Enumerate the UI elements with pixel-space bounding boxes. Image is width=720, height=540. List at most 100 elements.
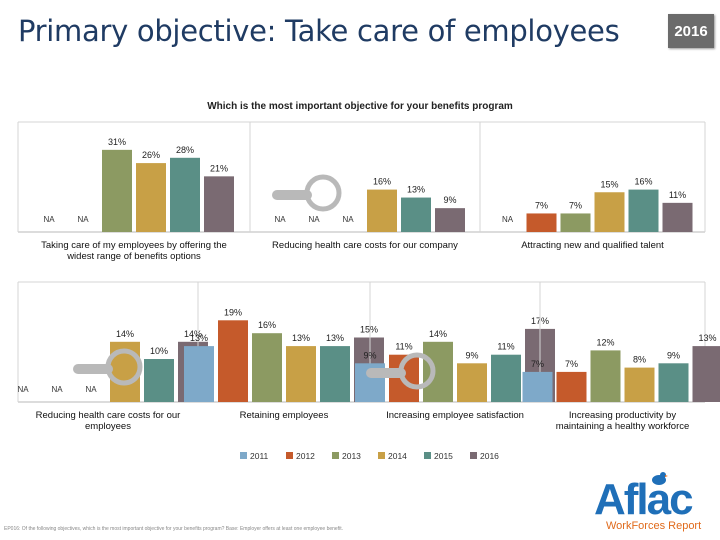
data-label: 31%	[108, 137, 126, 147]
category-label: Attracting new and qualified talent	[521, 240, 664, 251]
bar	[320, 346, 350, 402]
data-label: 7%	[535, 200, 548, 210]
bar	[628, 189, 659, 232]
magnifier-icon	[304, 174, 342, 212]
data-label: 9%	[363, 350, 376, 360]
magnifier-icon	[105, 348, 143, 386]
legend-label: 2015	[434, 451, 453, 461]
bar	[286, 346, 316, 402]
logo-name: Aflac	[594, 475, 694, 524]
bar	[170, 157, 200, 232]
data-label-na: NA	[17, 385, 29, 394]
category-label: maintaining a healthy workforce	[556, 421, 690, 432]
data-label-na: NA	[342, 215, 354, 224]
bar	[692, 346, 720, 402]
bar	[522, 371, 553, 402]
legend-label: 2012	[296, 451, 315, 461]
data-label: 11%	[395, 342, 412, 352]
page-title: Primary objective: Take care of employee…	[18, 14, 620, 48]
legend-label: 2016	[480, 451, 499, 461]
data-label: 14%	[184, 329, 202, 339]
category-label: Reducing health care costs for our compa…	[272, 240, 458, 251]
data-label: 9%	[667, 350, 680, 360]
bar	[624, 367, 655, 402]
data-label: 9%	[465, 350, 478, 360]
data-label: 8%	[633, 355, 646, 365]
legend-label: 2013	[342, 451, 361, 461]
bar	[144, 359, 174, 402]
data-label-na: NA	[51, 385, 63, 394]
data-label: 7%	[565, 359, 578, 369]
data-label: 16%	[634, 177, 652, 187]
footnote: EP016: Of the following objectives, whic…	[4, 526, 343, 532]
bar	[662, 202, 693, 232]
logo-subtitle: WorkForces Report	[606, 520, 702, 532]
bar	[204, 176, 234, 232]
data-label: 13%	[292, 333, 310, 343]
data-label-na: NA	[77, 215, 89, 224]
category-label: Increasing employee satisfaction	[386, 410, 524, 421]
data-label: 14%	[116, 329, 134, 339]
legend-swatch	[378, 452, 385, 459]
data-label-na: NA	[43, 215, 55, 224]
bar	[136, 163, 166, 232]
data-label: 11%	[497, 342, 514, 352]
bar	[491, 354, 521, 402]
data-label: 13%	[407, 185, 425, 195]
data-label: 12%	[596, 337, 614, 347]
data-label: 26%	[142, 150, 160, 160]
data-label: 9%	[443, 195, 456, 205]
data-label: 7%	[569, 200, 582, 210]
duck-icon	[652, 472, 668, 485]
legend-label: 2011	[250, 451, 269, 461]
data-label: 13%	[326, 333, 344, 343]
bar	[560, 213, 591, 232]
bar	[252, 333, 282, 402]
data-label: 7%	[531, 359, 544, 369]
chart-title: Which is the most important objective fo…	[207, 101, 513, 112]
legend-swatch	[332, 452, 339, 459]
data-label-na: NA	[502, 215, 514, 224]
bar	[218, 320, 248, 402]
data-label: 14%	[429, 329, 447, 339]
legend-swatch	[470, 452, 477, 459]
bar	[658, 363, 689, 402]
bar	[556, 371, 587, 402]
bar	[435, 208, 465, 232]
category-label: widest range of benefits options	[66, 251, 201, 262]
data-label: 28%	[176, 145, 194, 155]
data-label: 21%	[210, 163, 228, 173]
data-label-na: NA	[274, 215, 286, 224]
data-label: 16%	[258, 320, 276, 330]
data-label: 15%	[600, 179, 618, 189]
category-label: employees	[85, 421, 131, 432]
data-label: 15%	[360, 325, 378, 335]
data-label-na: NA	[85, 385, 97, 394]
bar	[590, 350, 621, 402]
bar	[184, 346, 214, 402]
bar	[102, 149, 132, 232]
magnifier-icon	[398, 352, 436, 390]
data-label: 19%	[224, 307, 242, 317]
category-label: Reducing health care costs for our	[36, 410, 181, 421]
data-label: 11%	[669, 190, 686, 200]
bar	[401, 197, 431, 232]
legend-swatch	[424, 452, 431, 459]
bar	[457, 363, 487, 402]
data-label: 13%	[190, 333, 208, 343]
legend-swatch	[286, 452, 293, 459]
aflac-logo: Aflac WorkForces Report	[594, 475, 702, 533]
category-label: Taking care of my employees by offering …	[41, 240, 227, 251]
legend-swatch	[240, 452, 247, 459]
bar	[594, 192, 625, 232]
data-label-na: NA	[308, 215, 320, 224]
year-badge: 2016	[668, 14, 714, 48]
bar	[423, 341, 453, 402]
category-label: Retaining employees	[240, 410, 329, 421]
data-label: 16%	[373, 177, 391, 187]
legend-label: 2014	[388, 451, 407, 461]
bar	[526, 213, 557, 232]
category-label: Increasing productivity by	[569, 410, 676, 421]
bar	[367, 189, 397, 232]
data-label: 13%	[698, 333, 716, 343]
